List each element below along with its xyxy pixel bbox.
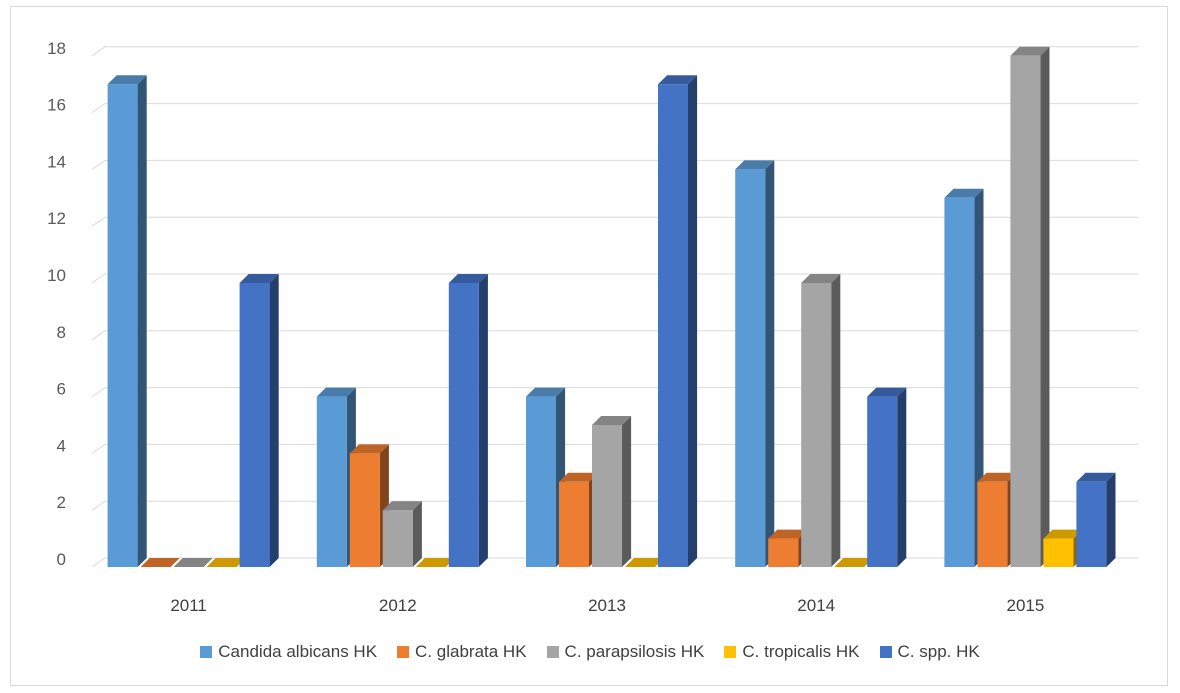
y-tick-label: 2 [57,493,66,512]
bar [173,558,213,567]
bar [944,188,984,568]
bar [448,274,488,567]
bar [625,558,665,567]
x-tick-label: 2012 [379,596,417,615]
y-tick-label: 10 [47,266,66,285]
legend-swatch [200,646,213,658]
bar [735,160,775,567]
legend-item: C. tropicalis HK [724,642,860,662]
y-tick-label: 8 [57,323,66,342]
bar [316,387,356,567]
y-tick-label: 4 [57,436,66,455]
bar [349,444,389,567]
bar [658,75,698,567]
bars [107,46,1116,568]
bar [801,274,841,567]
bar [977,472,1017,567]
legend-item: Candida albicans HK [200,642,377,662]
legend-item: C. spp. HK [879,642,980,662]
bar [1010,46,1050,568]
bar [206,558,246,567]
y-tick-label: 14 [47,152,66,171]
bar [415,558,455,567]
gridline [91,500,1138,511]
legend: Candida albicans HK C. glabrata HK C. para… [0,637,1180,667]
gridline [91,330,1138,341]
gridline [91,103,1138,114]
legend-item: C. parapsilosis HK [546,642,705,662]
legend-swatch [724,646,737,658]
bar [1076,472,1116,567]
bar [867,387,907,567]
y-tick-label: 16 [47,96,66,115]
legend-swatch [397,646,410,658]
x-tick-label: 2011 [170,596,207,615]
gridline [91,443,1138,454]
legend-swatch [879,646,892,658]
legend-swatch [546,646,559,658]
bar [834,558,874,567]
x-tick-label: 2015 [1006,596,1044,615]
gridline [91,46,1138,57]
x-tick-label: 2014 [797,596,835,615]
y-axis-ticks: 0 2 4 6 8 10 12 14 16 18 [47,39,66,569]
bar [107,75,147,567]
x-tick-label: 2013 [588,596,626,615]
legend-label: C. parapsilosis HK [564,642,705,661]
legend-label: C. glabrata HK [415,642,527,661]
legend-item: C. glabrata HK [397,642,527,662]
bar [592,416,632,567]
bar [239,274,279,567]
y-tick-label: 6 [57,380,66,399]
bar [382,501,422,567]
gridline [91,216,1138,227]
gridline [91,159,1138,170]
y-tick-label: 0 [57,550,66,569]
legend-label: Candida albicans HK [218,642,378,661]
legend-label: C. tropicalis HK [742,642,860,661]
bar [140,558,180,567]
bar [526,387,566,567]
legend-label: C. spp. HK [897,642,980,661]
y-tick-label: 18 [47,39,66,58]
x-axis-labels: 2011 2012 2013 2014 2015 [170,596,1044,615]
y-tick-label: 12 [47,209,66,228]
gridline [91,387,1138,398]
gridline [91,273,1138,284]
